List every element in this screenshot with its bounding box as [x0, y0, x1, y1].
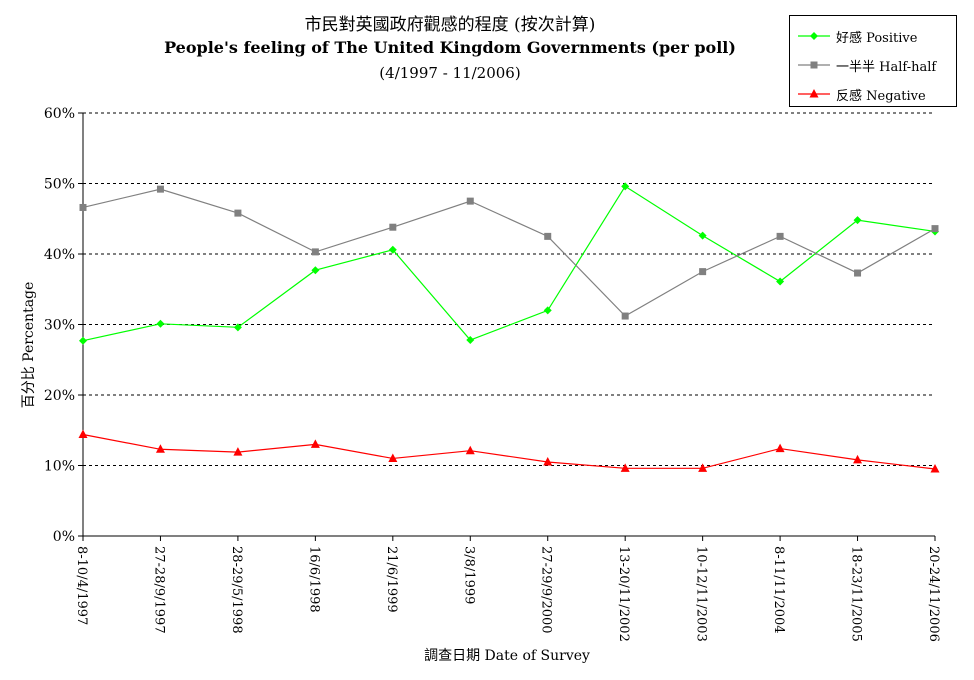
legend-label: 一半半 Half-half: [836, 59, 937, 75]
data-point-positive: [776, 277, 785, 286]
y-tick-label: 0%: [53, 529, 75, 545]
data-point-negative: [930, 464, 940, 473]
chart-title-english: People's feeling of The United Kingdom G…: [164, 38, 736, 57]
x-tick-label: 10-12/11/2003: [694, 546, 709, 642]
x-tick-label: 8-11/11/2004: [771, 546, 786, 634]
data-point-half-half: [389, 223, 397, 231]
data-point-half-half: [79, 203, 87, 211]
data-point-positive: [543, 306, 552, 315]
data-point-negative: [775, 443, 785, 453]
data-point-positive: [79, 336, 87, 345]
series-line-negative: [82, 433, 936, 470]
x-tick-label: 13-20/11/2002: [616, 546, 631, 642]
data-point-half-half: [854, 269, 862, 277]
x-tick-label: 20-24/11/2006: [926, 546, 941, 642]
data-point-positive: [621, 182, 630, 191]
data-point-positive: [311, 266, 320, 275]
data-point-negative: [78, 429, 88, 438]
chart-title: 市民對英國政府觀感的程度 (按次計算): [304, 15, 596, 35]
x-tick-label: 3/8/1999: [461, 546, 476, 604]
x-tick-label: 18-23/11/2005: [849, 546, 864, 642]
legend-swatch: [798, 32, 830, 40]
data-point-negative: [310, 439, 320, 448]
legend: 好感 Positive 一半半 Half-half 反感 Negative: [789, 15, 957, 107]
y-tick-label: 50%: [44, 177, 75, 193]
data-point-half-half: [931, 225, 939, 233]
series-line-half-half: [82, 188, 936, 317]
legend-label: 反感 Negative: [836, 88, 926, 104]
data-point-half-half: [699, 268, 707, 276]
data-point-negative: [388, 453, 398, 462]
x-tick-label: 28-29/5/1998: [229, 546, 244, 634]
data-point-negative: [543, 456, 553, 466]
data-point-negative: [620, 463, 630, 472]
data-point-half-half: [234, 209, 242, 217]
legend-item-half-half: 一半半 Half-half: [796, 54, 936, 76]
data-point-half-half: [544, 232, 552, 240]
y-tick-label: 20%: [44, 388, 75, 404]
data-point-half-half: [156, 185, 164, 193]
data-point-positive: [466, 336, 475, 345]
x-tick-label: 16/6/1998: [306, 546, 321, 613]
x-tick-label: 21/6/1999: [384, 546, 399, 613]
data-point-negative: [155, 444, 165, 453]
x-axis-label: 調查日期 Date of Survey: [424, 648, 590, 664]
legend-label: 好感 Positive: [836, 30, 918, 46]
y-axis-label: 百分比 Percentage: [21, 281, 37, 409]
legend-item-negative: 反感 Negative: [796, 83, 926, 105]
x-tick-label: 27-28/9/1997: [151, 546, 166, 634]
chart-subtitle: (4/1997 - 11/2006): [379, 64, 521, 82]
data-point-half-half: [311, 248, 319, 256]
x-tick-label: 8-10/4/1997: [74, 546, 89, 625]
y-tick-label: 60%: [44, 106, 75, 122]
data-point-negative: [465, 445, 475, 455]
data-point-positive: [233, 323, 242, 332]
legend-swatch: [798, 89, 830, 98]
data-point-positive: [698, 231, 707, 240]
data-point-half-half: [776, 232, 784, 240]
y-tick-label: 40%: [44, 247, 75, 263]
y-tick-label: 30%: [44, 318, 75, 334]
x-tick-label: 27-29/9/2000: [539, 546, 554, 634]
data-point-positive: [853, 216, 862, 225]
data-point-negative: [233, 447, 243, 456]
legend-swatch: [798, 61, 830, 69]
y-tick-label: 10%: [44, 459, 75, 475]
data-point-half-half: [621, 312, 629, 320]
legend-item-positive: 好感 Positive: [796, 25, 917, 47]
data-point-positive: [156, 319, 165, 328]
data-point-half-half: [466, 197, 474, 205]
data-point-negative: [698, 463, 708, 472]
data-point-positive: [388, 245, 397, 254]
series-line-positive: [82, 185, 936, 342]
data-point-negative: [853, 454, 863, 464]
